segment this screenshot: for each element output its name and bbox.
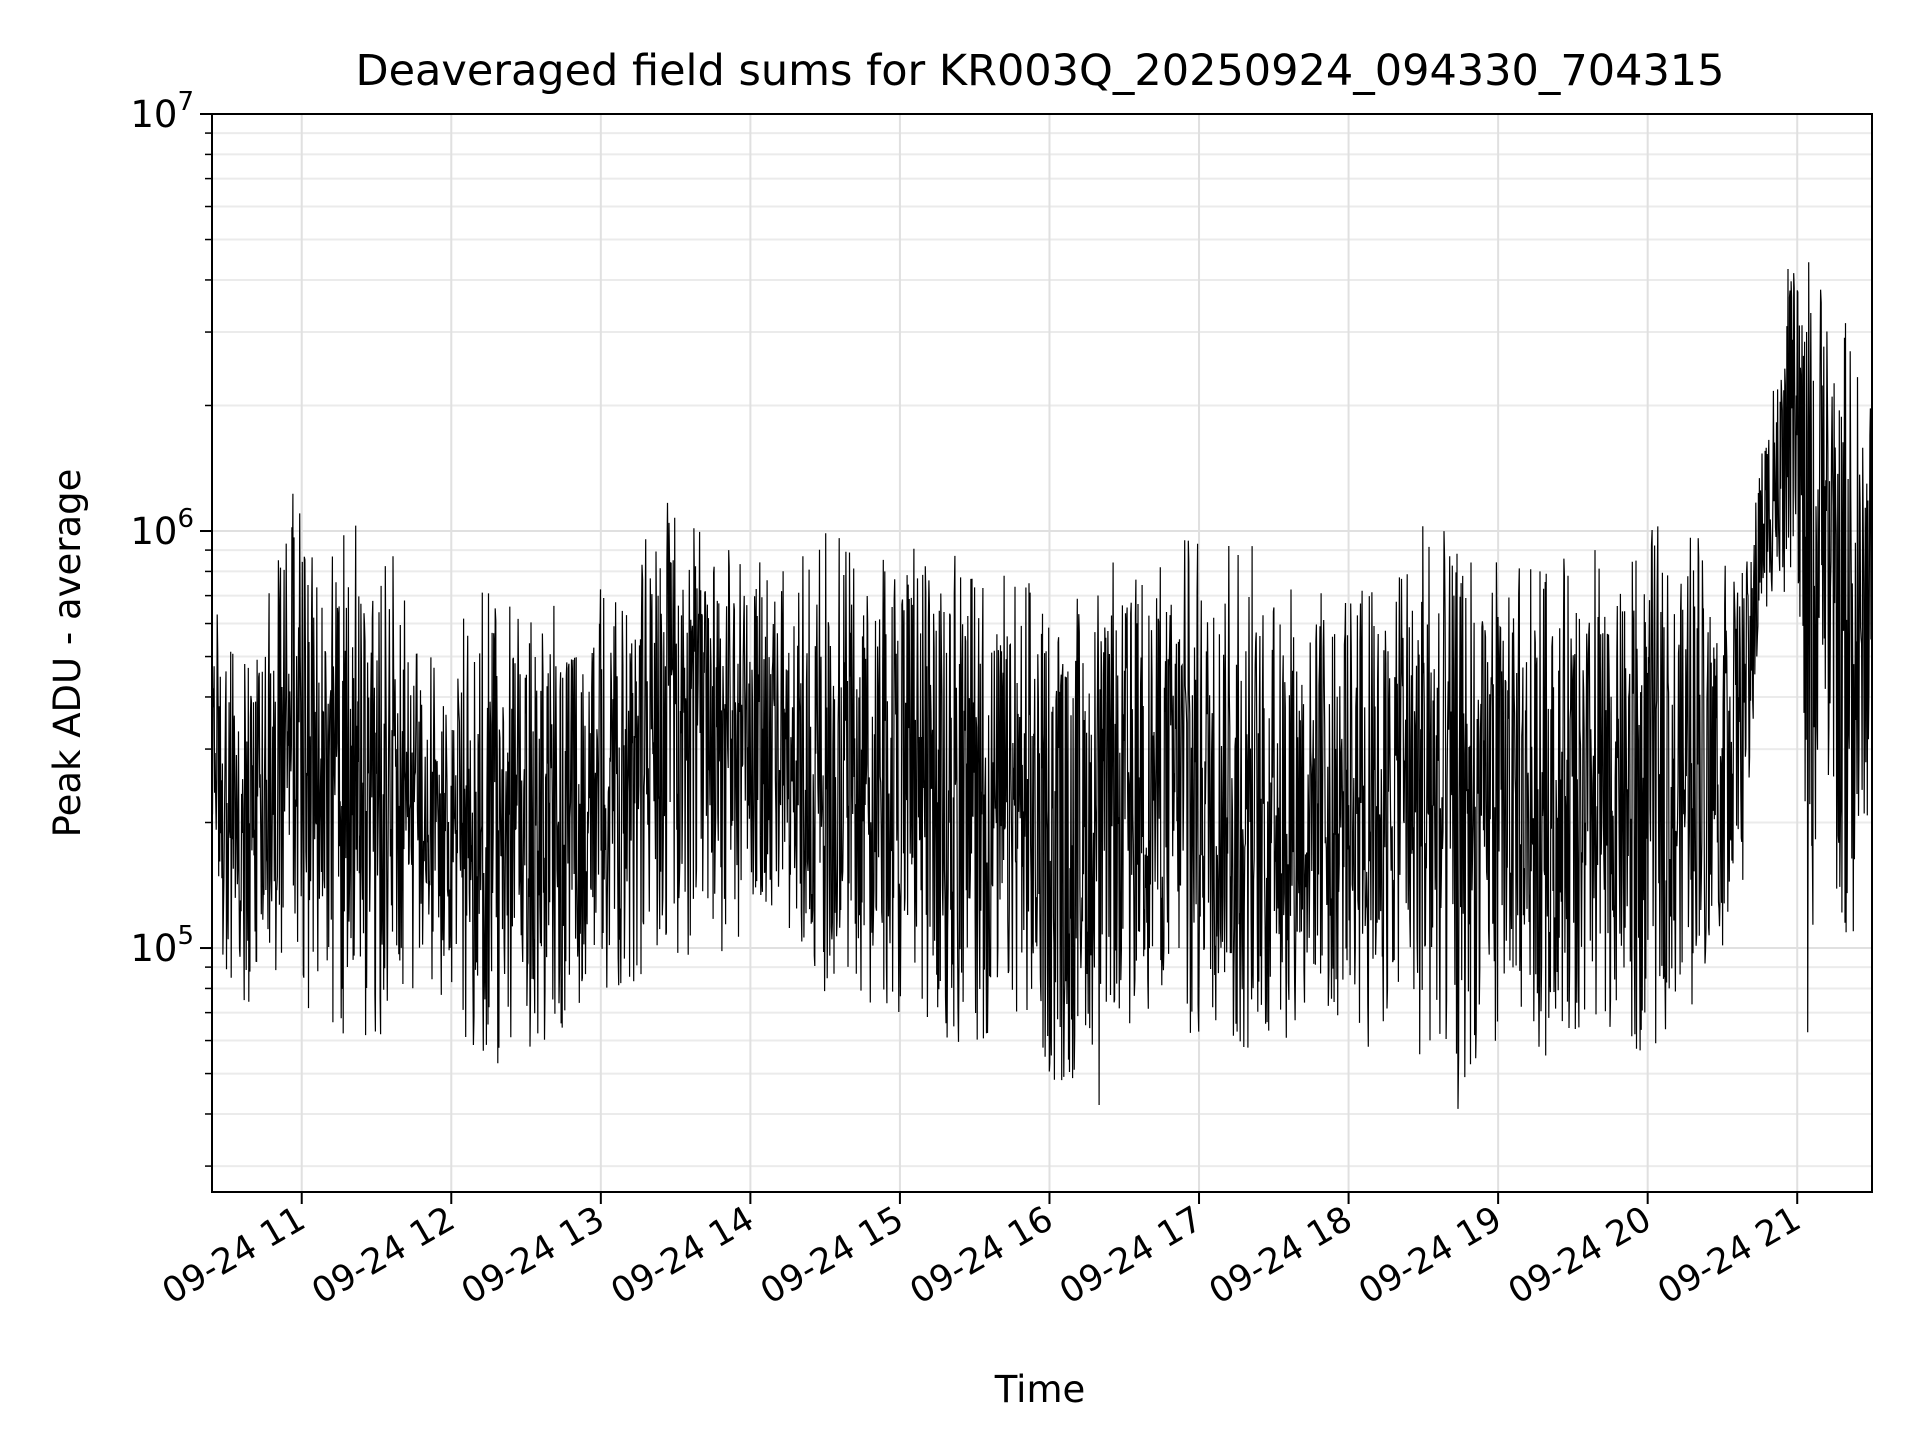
y-tick-label-exponent: 5 — [177, 921, 194, 951]
y-tick-label-base: 10 — [130, 927, 177, 970]
y-axis-label: Peak ADU - average — [46, 469, 89, 838]
y-tick-label-exponent: 7 — [177, 87, 194, 117]
series-line — [211, 262, 1873, 1109]
y-tick-label: 105 — [130, 921, 194, 970]
x-axis-label: Time — [994, 1368, 1086, 1411]
data-layer — [211, 262, 1873, 1109]
plot-frame — [211, 113, 1873, 1193]
y-tick-label-base: 10 — [130, 93, 177, 136]
y-tick-label: 107 — [130, 87, 194, 136]
y-tick-label: 106 — [130, 504, 194, 553]
y-tick-label-exponent: 6 — [177, 504, 194, 534]
chart-title: Deaveraged field sums for KR003Q_2025092… — [355, 46, 1724, 96]
y-tick-label-base: 10 — [130, 510, 177, 553]
